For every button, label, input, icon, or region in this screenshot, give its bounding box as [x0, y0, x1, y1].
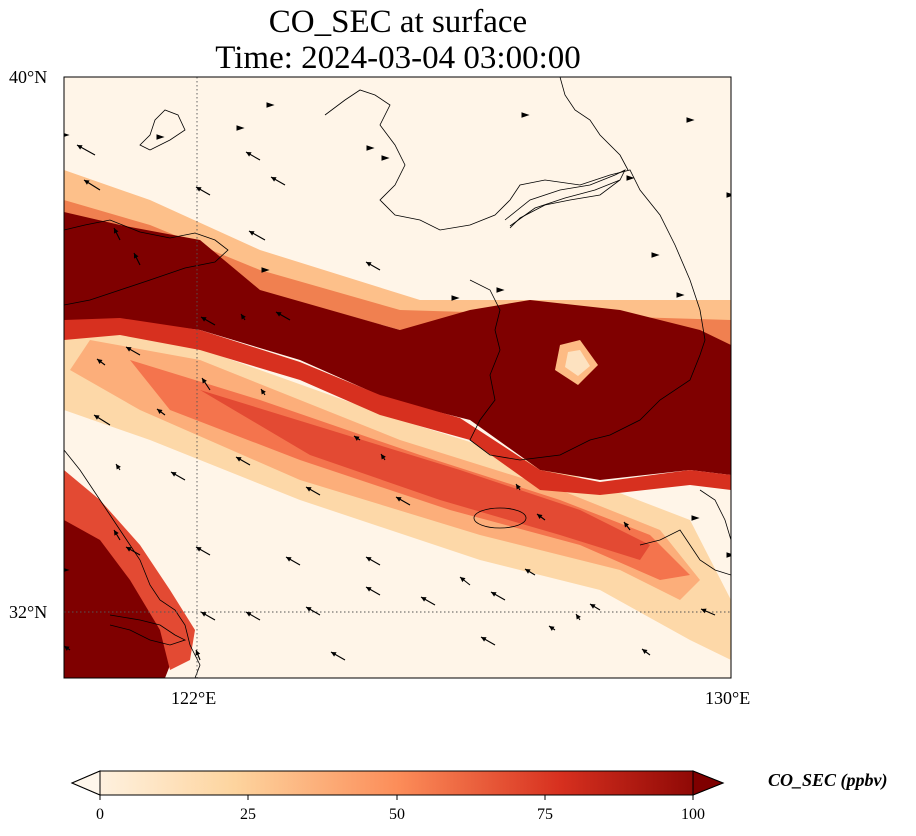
colorbar-tick-25: 25: [240, 806, 256, 823]
colorbar-extend-max: [692, 770, 725, 796]
colorbar-tick-75: 75: [537, 806, 553, 823]
wind-vector-head: [201, 612, 207, 617]
gridlines: [64, 77, 731, 678]
wind-vector-head: [97, 359, 103, 364]
map-time-subtitle: Time: 2024-03-04 03:00:00: [215, 40, 581, 76]
wind-vector-head: [171, 472, 177, 477]
wind-vector-calm: [156, 134, 165, 140]
wind-vector-head: [381, 454, 386, 460]
wind-vector-head: [126, 347, 132, 352]
wind-vector-head: [196, 547, 202, 552]
wind-vector-calm: [521, 112, 530, 118]
colorbar-tick-0: 0: [96, 806, 104, 823]
wind-vector-head: [236, 457, 242, 462]
wind-vector-head: [246, 612, 252, 617]
wind-vector-calm: [64, 568, 70, 572]
wind-vector-head: [116, 464, 121, 470]
wind-vector-calm: [261, 267, 270, 273]
colorbar-ticks: [99, 795, 694, 800]
wind-vector-head: [549, 626, 555, 631]
colorbar-label: CO_SEC (ppbv): [768, 770, 888, 790]
wind-vector-head: [331, 652, 337, 657]
wind-vector-head: [195, 650, 201, 656]
lon-label-130e: 130°E: [705, 688, 751, 708]
wind-vector-head: [94, 415, 100, 420]
lat-label-40n: 40°N: [9, 67, 48, 87]
wind-vector-head: [366, 557, 372, 562]
colorbar-bar: [70, 770, 725, 796]
wind-vector-head: [590, 604, 596, 609]
wind-vector-head: [84, 180, 90, 185]
wind-vector-head: [481, 637, 487, 642]
wind-vector-head: [306, 487, 312, 492]
wind-vector-head: [537, 514, 543, 519]
wind-vector-calm: [64, 133, 70, 137]
colorbar-extend-min: [70, 770, 101, 796]
wind-vector-calm: [726, 192, 731, 198]
wind-vector-head: [241, 314, 246, 320]
wind-vector-head: [271, 177, 277, 182]
wind-vector-head: [202, 378, 207, 384]
wind-vector-head: [196, 187, 202, 192]
wind-vector-head: [134, 253, 139, 259]
wind-vector-calm: [676, 292, 685, 298]
wind-vector-calm: [236, 125, 245, 131]
wind-vector-head: [701, 608, 707, 614]
wind-vector-head: [354, 436, 360, 441]
wind-vector-calm: [381, 155, 390, 161]
wind-vector-head: [157, 409, 163, 414]
wind-vector-head: [460, 577, 466, 583]
wind-vector-head: [642, 649, 648, 654]
wind-vector-calm: [451, 295, 460, 301]
wind-vector-head: [576, 614, 581, 620]
wind-vector-head: [306, 607, 312, 612]
wind-vector-head: [525, 569, 531, 574]
wind-vector-head: [516, 484, 521, 490]
wind-vector-calm: [686, 117, 695, 123]
wind-vector-head: [114, 530, 119, 536]
wind-vector-head: [396, 497, 402, 502]
wind-vector-head: [246, 152, 252, 157]
wind-vector-calm: [266, 102, 275, 108]
wind-vector-head: [126, 547, 132, 552]
lat-label-32n: 32°N: [9, 602, 48, 622]
wind-vectors: [64, 102, 731, 661]
wind-vector-head: [366, 587, 372, 592]
wind-vector-head: [421, 597, 427, 602]
wind-vector-calm: [651, 252, 660, 258]
wind-vector-head: [64, 646, 70, 651]
map-title: CO_SEC at surface: [268, 4, 528, 40]
map-frame: [63, 76, 732, 679]
wind-vector-calm: [496, 287, 505, 293]
wind-vector-head: [77, 145, 83, 150]
wind-vector-head: [261, 389, 266, 395]
wind-vector-head: [366, 262, 372, 267]
coastlines: [64, 77, 731, 678]
colorbar-tick-100: 100: [681, 806, 705, 823]
wind-vector-calm: [626, 175, 635, 181]
wind-vector-head: [249, 231, 255, 236]
wind-vector-head: [114, 228, 119, 234]
wind-vector-calm: [691, 515, 700, 521]
wind-vector-calm: [366, 145, 375, 151]
wind-vector-head: [286, 557, 292, 562]
wind-vector-calm: [726, 552, 731, 558]
wind-vector-head: [624, 522, 629, 528]
lon-label-122e: 122°E: [171, 688, 217, 708]
wind-vector-head: [276, 312, 282, 317]
wind-vector-head: [201, 317, 207, 322]
wind-vector-head: [491, 592, 497, 597]
colorbar-tick-50: 50: [389, 806, 405, 823]
